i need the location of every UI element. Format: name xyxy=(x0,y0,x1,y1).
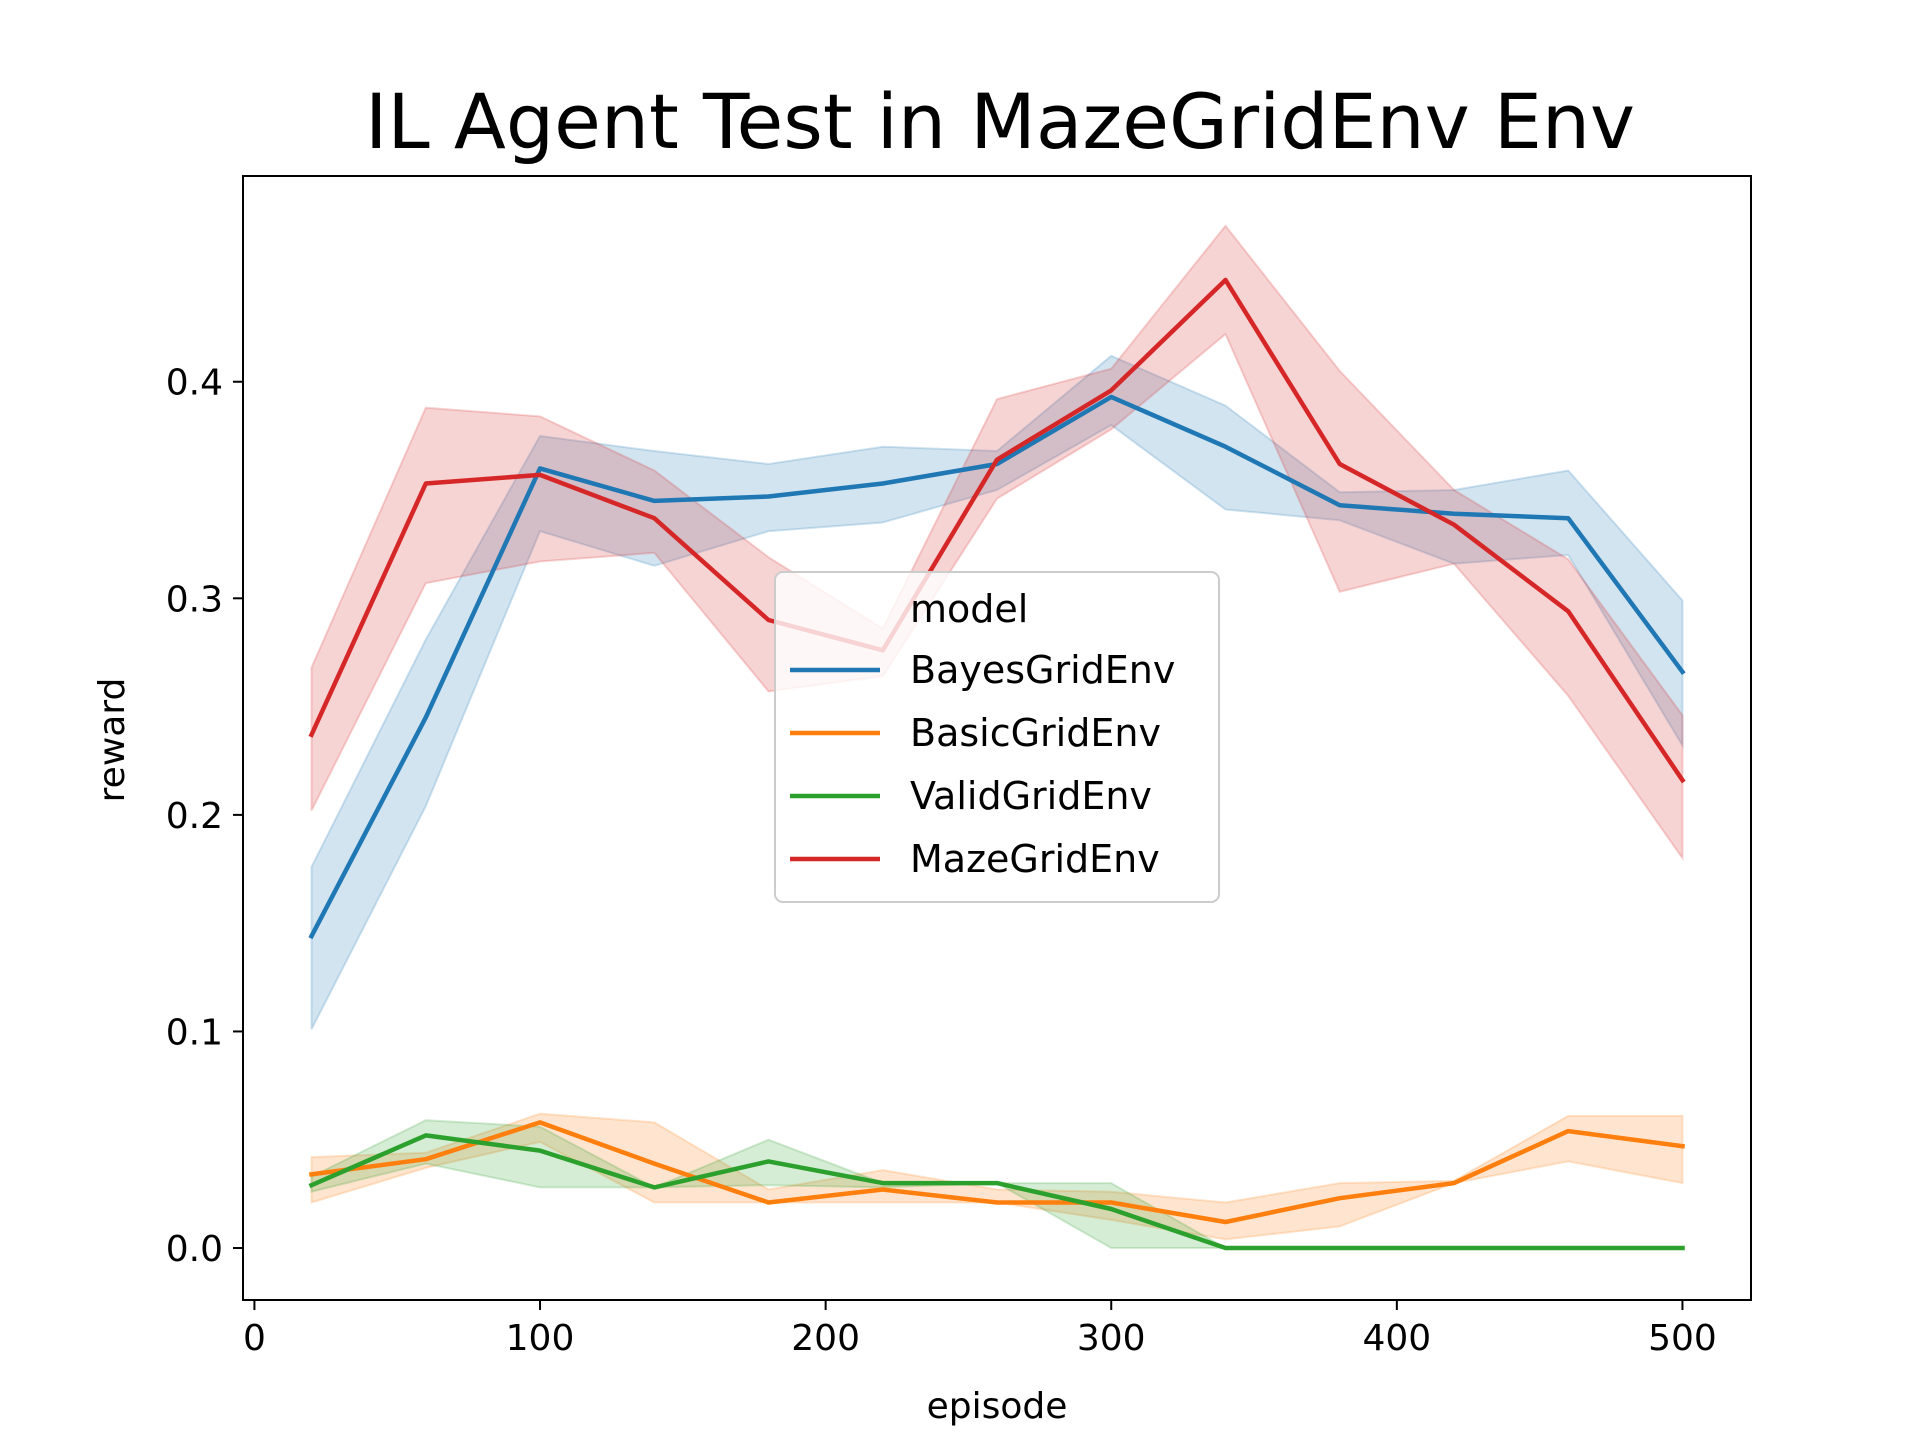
y-tick-label: 0.1 xyxy=(166,1012,223,1053)
line-validgridenv xyxy=(308,1133,1685,1251)
x-tick-label: 400 xyxy=(1362,1318,1431,1359)
x-tick-label: 200 xyxy=(791,1318,860,1359)
x-tick-label: 500 xyxy=(1648,1318,1717,1359)
x-axis-label: episode xyxy=(927,1386,1068,1427)
legend-title: model xyxy=(910,587,1028,631)
legend-label-bayesgridenv: BayesGridEnv xyxy=(910,648,1175,692)
legend-box xyxy=(774,571,1220,903)
legend-items: BayesGridEnv BasicGridEnv ValidGridEnv Maze… xyxy=(790,648,1175,881)
y-tick-label: 0.4 xyxy=(166,363,223,404)
y-axis-ticks: 0.0 0.1 0.2 0.3 0.4 xyxy=(166,363,243,1270)
x-tick-label: 0 xyxy=(243,1318,266,1359)
y-tick-label: 0.0 xyxy=(166,1229,223,1270)
legend-label-mazegridenv: MazeGridEnv xyxy=(910,837,1160,881)
confidence-bands xyxy=(310,224,1684,1249)
x-axis-ticks: 0 100 200 300 400 500 xyxy=(243,1300,1717,1359)
legend: model BayesGridEnv BasicGridEnv ValidGridE… xyxy=(774,571,1220,903)
x-tick-label: 100 xyxy=(506,1318,575,1359)
x-tick-label: 300 xyxy=(1077,1318,1146,1359)
series-lines xyxy=(308,277,1686,1251)
band-basicgridenv xyxy=(310,1112,1684,1241)
legend-label-validgridenv: ValidGridEnv xyxy=(910,774,1152,818)
plot-area-frame xyxy=(242,175,1752,1301)
y-tick-label: 0.2 xyxy=(166,796,223,837)
legend-label-basicgridenv: BasicGridEnv xyxy=(910,711,1161,755)
line-mazegridenv xyxy=(308,277,1686,784)
y-tick-label: 0.3 xyxy=(166,579,223,620)
line-basicgridenv xyxy=(308,1120,1686,1225)
y-axis-label: reward xyxy=(92,678,133,803)
chart-title: IL Agent Test in MazeGridEnv Env xyxy=(365,77,1635,166)
